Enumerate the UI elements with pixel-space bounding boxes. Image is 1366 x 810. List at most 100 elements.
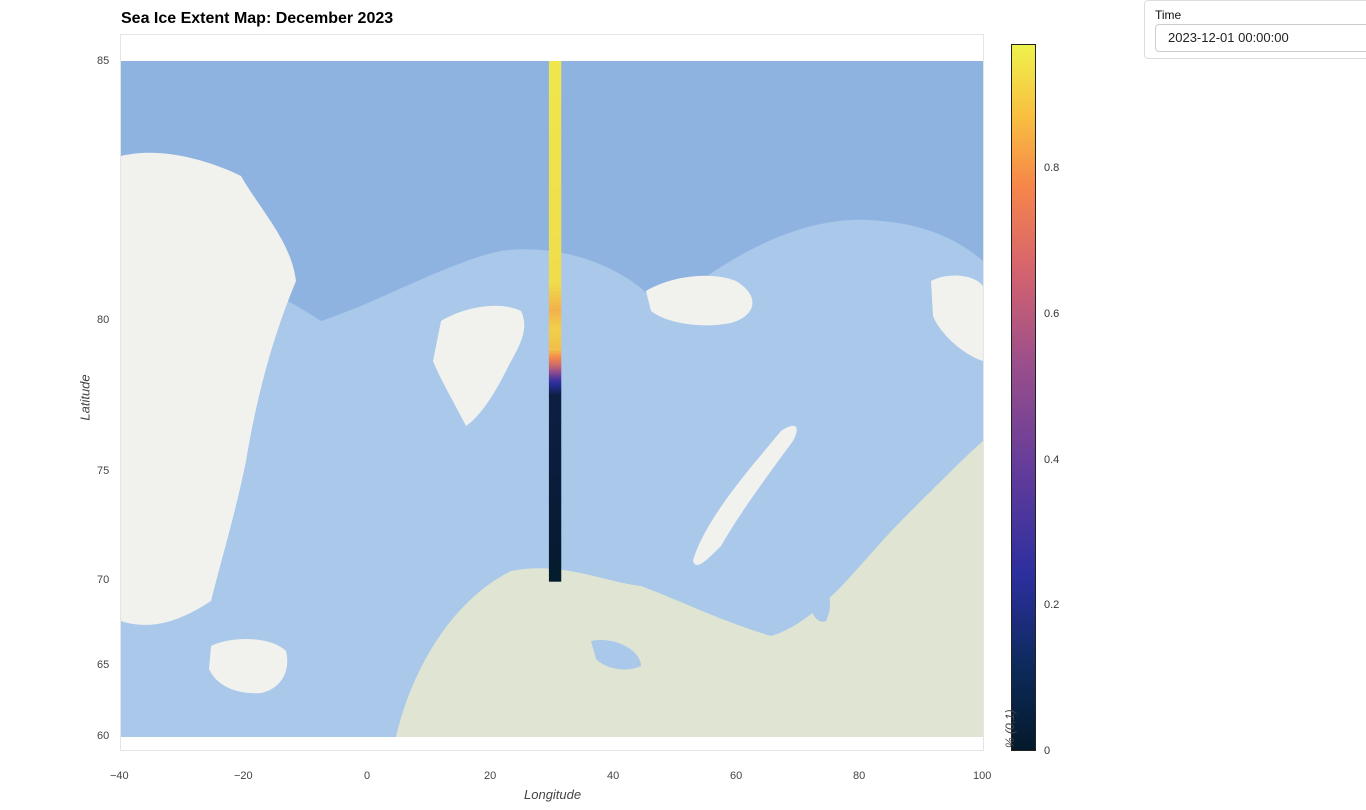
x-tick-label: 100 — [973, 770, 992, 782]
colorbar — [1011, 44, 1036, 751]
sea-ice-cell — [548, 357, 562, 361]
sea-ice-cell — [548, 370, 562, 373]
sea-ice-cell — [548, 301, 562, 306]
sea-ice-cell — [548, 186, 562, 213]
map-title: Sea Ice Extent Map: December 2023 — [121, 10, 394, 27]
sea-ice-cell — [548, 325, 562, 328]
colorbar-title: % (0,1) — [1003, 709, 1017, 748]
y-tick-label: 80 — [97, 314, 110, 326]
colorbar-tick-label: 0.4 — [1044, 454, 1060, 466]
sea-ice-cell — [548, 388, 562, 392]
sea-ice-cell — [548, 350, 562, 354]
sea-ice-cell — [548, 129, 562, 160]
sea-ice-cell — [548, 542, 562, 563]
sea-ice-cell — [548, 365, 562, 369]
colorbar-tick-label: 0.2 — [1044, 599, 1060, 611]
severnaya-zemlya-landmass — [931, 275, 983, 361]
sea-ice-cell — [548, 369, 562, 372]
sea-ice-cell — [548, 363, 562, 367]
sea-ice-cell — [548, 315, 562, 319]
time-selector: Time 2023-12-01 00:00:00 — [1144, 0, 1366, 59]
y-tick-label: 60 — [97, 730, 110, 742]
y-tick-label: 75 — [97, 465, 110, 477]
sea-ice-strip — [548, 61, 562, 582]
sea-ice-cell — [548, 298, 562, 303]
greenland-landmass — [121, 152, 296, 625]
sea-ice-cell — [548, 373, 562, 377]
white-sea — [591, 640, 641, 670]
sea-ice-cell — [548, 61, 562, 98]
x-tick-label: −40 — [110, 770, 129, 782]
sea-ice-cell — [548, 353, 562, 356]
sea-ice-cell — [548, 348, 562, 352]
x-tick-label: −20 — [234, 770, 253, 782]
colorbar-tick-label: 0.6 — [1044, 308, 1060, 320]
x-tick-label: 40 — [607, 770, 620, 782]
x-axis-label: Longitude — [524, 787, 582, 802]
sea-ice-cell — [548, 332, 562, 337]
sea-ice-cell — [548, 562, 562, 582]
sea-ice-cell — [548, 96, 562, 130]
sea-ice-cell — [548, 377, 562, 380]
sea-ice-cell — [548, 521, 562, 543]
map-canvas[interactable] — [121, 61, 983, 737]
sea-ice-cell — [548, 291, 562, 296]
y-tick-label: 70 — [97, 574, 110, 586]
colorbar-tick-label: 0.8 — [1044, 162, 1060, 174]
sea-ice-cell — [548, 346, 562, 350]
y-tick-label: 85 — [97, 55, 110, 67]
sea-ice-cell — [548, 394, 562, 425]
sea-ice-cell — [548, 318, 562, 322]
sea-ice-cell — [548, 423, 562, 451]
sea-ice-cell — [548, 158, 562, 188]
sea-ice-cell — [548, 372, 562, 375]
svalbard-landmass — [433, 305, 525, 426]
colorbar-tick-label: 0 — [1044, 745, 1051, 757]
sea-ice-cell — [548, 361, 562, 365]
sea-ice-cell — [548, 287, 562, 292]
eurasia-landmass — [396, 441, 983, 737]
sea-ice-cell — [548, 386, 562, 390]
x-tick-label: 20 — [484, 770, 497, 782]
franz-josef-landmass — [646, 275, 753, 326]
sea-ice-cell — [548, 322, 562, 326]
sea-ice-cell — [548, 313, 562, 317]
sea-ice-cell — [548, 338, 562, 342]
x-tick-label: 80 — [853, 770, 866, 782]
sea-ice-cell — [548, 320, 562, 324]
sea-ice-cell — [548, 355, 562, 358]
pechora-bay — [808, 580, 831, 622]
sea-ice-cell — [548, 450, 562, 476]
sea-ice-cell — [548, 212, 562, 238]
time-input[interactable]: 2023-12-01 00:00:00 — [1155, 24, 1366, 52]
sea-ice-cell — [548, 236, 562, 260]
sea-ice-cell — [548, 392, 562, 396]
sea-ice-cell — [548, 335, 562, 339]
sea-ice-cell — [548, 294, 562, 299]
sea-ice-cell — [548, 330, 562, 334]
sea-ice-cell — [548, 284, 562, 289]
basemap — [121, 61, 983, 737]
sea-ice-cell — [548, 375, 562, 378]
y-tick-label: 65 — [97, 659, 110, 671]
time-label: Time — [1155, 8, 1182, 22]
sea-ice-cell — [548, 382, 562, 386]
x-tick-label: 60 — [730, 770, 743, 782]
sea-ice-cell — [548, 305, 562, 310]
sea-ice-cell — [548, 498, 562, 522]
sea-ice-cell — [548, 308, 562, 312]
sea-ice-cell — [548, 343, 562, 347]
sea-ice-cell — [548, 280, 562, 285]
sea-ice-cell — [548, 384, 562, 388]
sea-ice-cell — [548, 310, 562, 314]
sea-ice-cell — [548, 390, 562, 394]
sea-ice-cell — [548, 367, 562, 370]
y-axis-label: Latitude — [77, 374, 93, 421]
sea-ice-cell — [548, 327, 562, 331]
x-tick-label: 0 — [364, 770, 371, 782]
sea-ice-cell — [548, 378, 562, 382]
sea-ice-cell — [548, 380, 562, 384]
sea-ice-cell — [548, 259, 562, 282]
sea-ice-cell — [548, 340, 562, 345]
sea-ice-cell — [548, 475, 562, 500]
